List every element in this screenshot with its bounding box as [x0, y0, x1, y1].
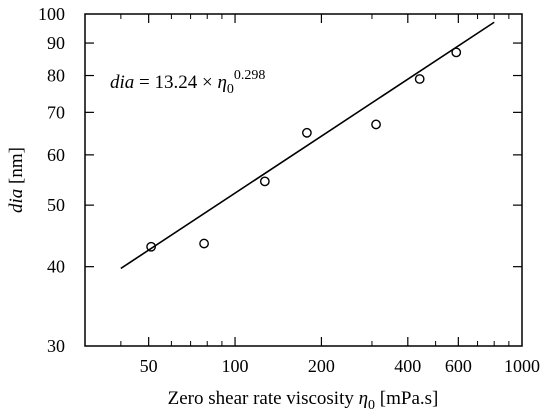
y-tick-label: 80	[47, 66, 65, 86]
x-tick-label: 600	[445, 356, 472, 376]
annotation-equation: dia = 13.24 × η00.298	[110, 68, 265, 97]
x-tick-label: 50	[140, 356, 158, 376]
data-point	[302, 127, 312, 138]
fit-line	[120, 21, 495, 270]
data-point	[259, 176, 270, 187]
fit-curve	[120, 21, 495, 270]
x-tick-label: 200	[308, 356, 335, 376]
y-tick-label: 50	[47, 195, 65, 215]
data-point	[414, 74, 425, 84]
data-point	[371, 119, 381, 130]
y-tick-label: 70	[47, 102, 65, 122]
y-tick-label: 40	[47, 257, 65, 277]
x-tick-label: 400	[394, 356, 421, 376]
y-tick-label: 90	[47, 33, 65, 53]
data-points	[146, 47, 462, 252]
data-point	[451, 47, 462, 58]
y-tick-label: 100	[38, 4, 65, 24]
axis-ticks	[85, 14, 522, 346]
x-axis-title: Zero shear rate viscosity η0 [mPa.s]	[168, 388, 439, 413]
axis-tick-labels: 50 100 200 400 600 1000 30 40 50 60 70 80 90 100	[38, 4, 540, 376]
data-point	[199, 238, 209, 249]
x-tick-label: 1000	[504, 356, 540, 376]
x-tick-label: 100	[222, 356, 249, 376]
y-tick-label: 30	[47, 336, 65, 356]
plot-frame	[84, 13, 523, 347]
y-tick-label: 60	[47, 145, 65, 165]
data-point	[146, 241, 157, 252]
y-axis-title: dia [nm]	[6, 147, 27, 213]
